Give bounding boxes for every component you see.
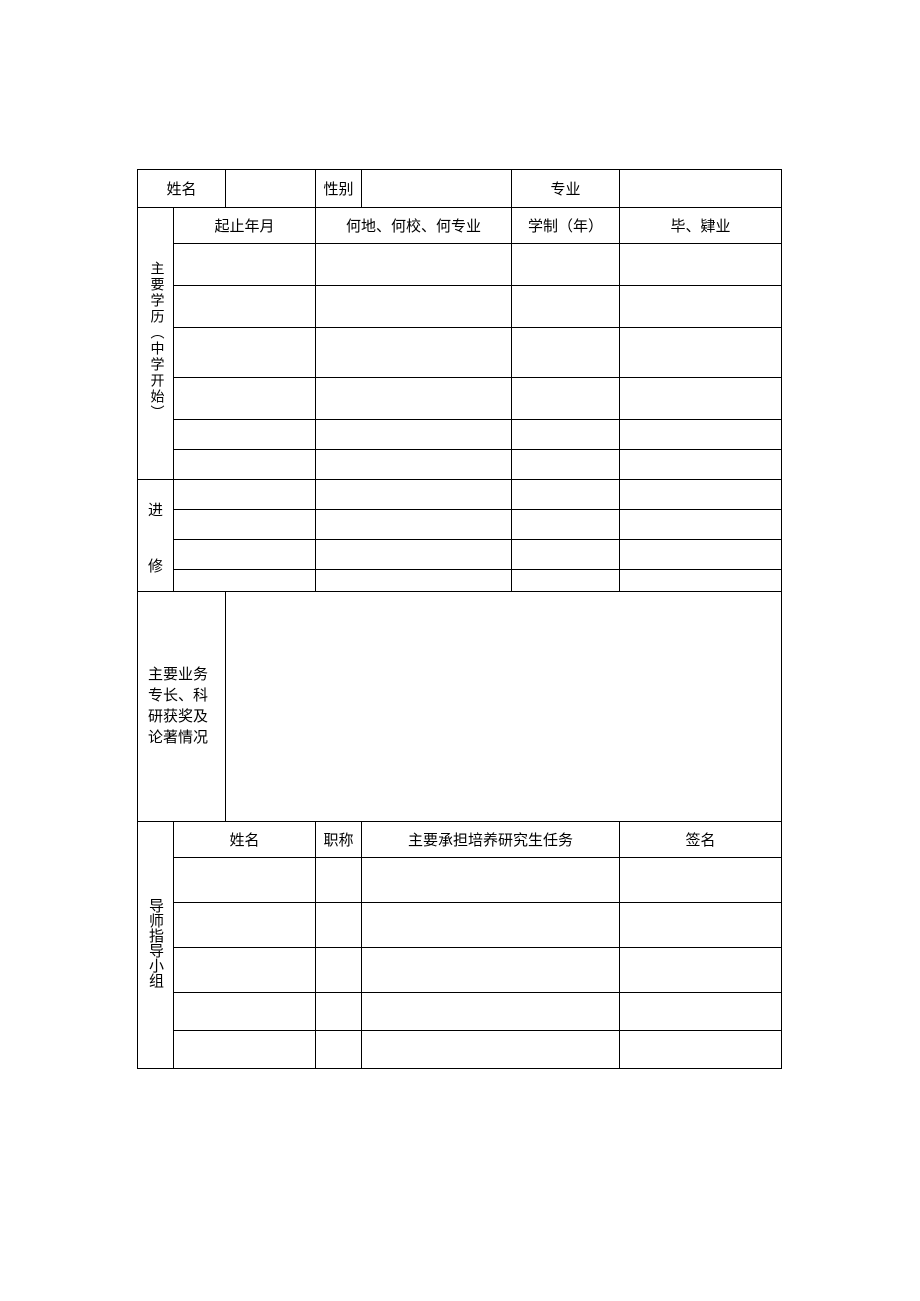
- train-row3-system: [512, 540, 620, 570]
- advisor-vertical-text: 导师指导小组: [145, 898, 166, 988]
- train-row2-grad: [620, 510, 782, 540]
- adv-row2-sign: [620, 903, 782, 948]
- edu-row2-period: [174, 286, 316, 328]
- advisor-section-label: 导师指导小组: [138, 822, 174, 1069]
- edu-row1-where: [316, 244, 512, 286]
- edu-row6-grad: [620, 450, 782, 480]
- edu-row3-system: [512, 328, 620, 378]
- adv-row1-sign: [620, 858, 782, 903]
- major-label-cell: 专业: [512, 170, 620, 208]
- edu-row6-period: [174, 450, 316, 480]
- edu-row2-where: [316, 286, 512, 328]
- train-row3-grad: [620, 540, 782, 570]
- adv-row5-name: [174, 1031, 316, 1069]
- adv-row2-name: [174, 903, 316, 948]
- edu-where-header: 何地、何校、何专业: [316, 208, 512, 244]
- train-row4-period: [174, 570, 316, 592]
- adv-row5-task: [362, 1031, 620, 1069]
- advisor-task-header: 主要承担培养研究生任务: [362, 822, 620, 858]
- edu-row5-period: [174, 420, 316, 450]
- name-value-cell: [226, 170, 316, 208]
- edu-row6-where: [316, 450, 512, 480]
- edu-row3-period: [174, 328, 316, 378]
- train-row1-period: [174, 480, 316, 510]
- advisor-title-header: 职称: [316, 822, 362, 858]
- train-row1-where: [316, 480, 512, 510]
- name-label-cell: 姓名: [138, 170, 226, 208]
- edu-row5-system: [512, 420, 620, 450]
- edu-row1-grad: [620, 244, 782, 286]
- adv-row4-sign: [620, 993, 782, 1031]
- train-row3-period: [174, 540, 316, 570]
- adv-row2-title: [316, 903, 362, 948]
- education-vertical-text: 主要学历︵中学开始︶: [146, 261, 166, 421]
- major-value-cell: [620, 170, 782, 208]
- specialty-label-text: 主要业务 专长、科 研获奖及 论著情况: [148, 665, 208, 749]
- adv-row3-sign: [620, 948, 782, 993]
- specialty-label-cell: 主要业务 专长、科 研获奖及 论著情况: [138, 592, 226, 822]
- training-label-1: 进: [138, 480, 174, 540]
- adv-row4-title: [316, 993, 362, 1031]
- adv-row3-title: [316, 948, 362, 993]
- adv-row1-name: [174, 858, 316, 903]
- adv-row2-task: [362, 903, 620, 948]
- edu-row6-system: [512, 450, 620, 480]
- advisor-sign-header: 签名: [620, 822, 782, 858]
- train-row4-grad: [620, 570, 782, 592]
- edu-system-header: 学制（年）: [512, 208, 620, 244]
- adv-row5-sign: [620, 1031, 782, 1069]
- train-row3-where: [316, 540, 512, 570]
- edu-row2-system: [512, 286, 620, 328]
- adv-row3-name: [174, 948, 316, 993]
- train-row4-where: [316, 570, 512, 592]
- edu-row5-where: [316, 420, 512, 450]
- adv-row1-task: [362, 858, 620, 903]
- advisor-name-header: 姓名: [174, 822, 316, 858]
- train-row2-system: [512, 510, 620, 540]
- adv-row3-task: [362, 948, 620, 993]
- form-table: 姓名 性别 专业 主要学历︵中学开始︶ 起止年月 何地、何校、何专业 学制（年）…: [137, 169, 782, 1069]
- specialty-content: [226, 592, 782, 822]
- adv-row5-title: [316, 1031, 362, 1069]
- train-row2-where: [316, 510, 512, 540]
- train-row4-system: [512, 570, 620, 592]
- edu-row4-period: [174, 378, 316, 420]
- train-row1-system: [512, 480, 620, 510]
- edu-row1-period: [174, 244, 316, 286]
- edu-row4-grad: [620, 378, 782, 420]
- edu-row4-where: [316, 378, 512, 420]
- train-row2-period: [174, 510, 316, 540]
- adv-row4-name: [174, 993, 316, 1031]
- edu-row3-where: [316, 328, 512, 378]
- train-row1-grad: [620, 480, 782, 510]
- edu-row2-grad: [620, 286, 782, 328]
- edu-grad-header: 毕、肄业: [620, 208, 782, 244]
- gender-value-cell: [362, 170, 512, 208]
- adv-row1-title: [316, 858, 362, 903]
- edu-row3-grad: [620, 328, 782, 378]
- education-section-label: 主要学历︵中学开始︶: [138, 208, 174, 480]
- adv-row4-task: [362, 993, 620, 1031]
- gender-label-cell: 性别: [316, 170, 362, 208]
- edu-row1-system: [512, 244, 620, 286]
- edu-row4-system: [512, 378, 620, 420]
- edu-period-header: 起止年月: [174, 208, 316, 244]
- edu-row5-grad: [620, 420, 782, 450]
- training-label-2: 修: [138, 540, 174, 592]
